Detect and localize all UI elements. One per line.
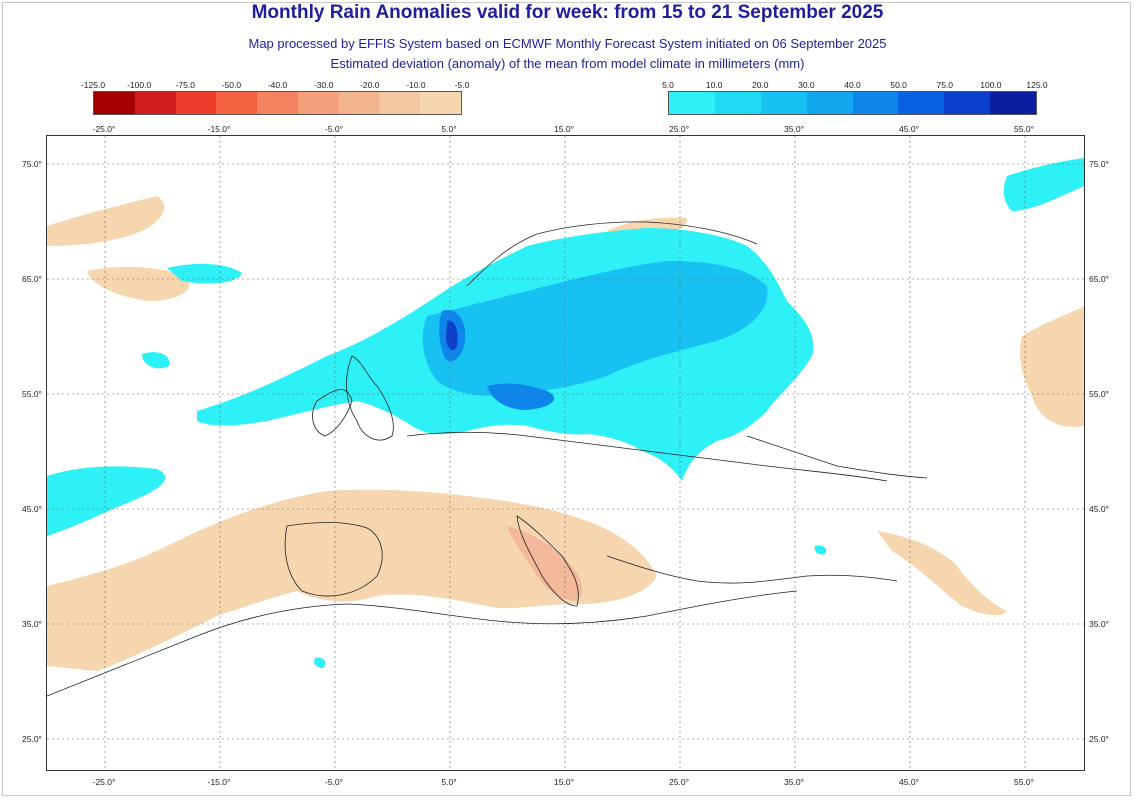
- legend-positive-label: 125.0: [1026, 80, 1048, 90]
- top-longitude-label: 45.0°: [899, 124, 919, 134]
- legend-positive-label: 30.0: [798, 80, 815, 90]
- bottom-longitude-label: 35.0°: [784, 777, 804, 787]
- legend-positive-colorbar: [668, 91, 1037, 115]
- top-longitude-label: -25.0°: [92, 124, 116, 134]
- wet-anomaly-iceland: [167, 263, 242, 284]
- legend-positive-swatch-3: [806, 92, 853, 114]
- legend-negative-label: -5.0: [454, 80, 470, 90]
- wet-anomaly-atlantic-west: [47, 466, 166, 536]
- legend-negative-colorbar: [93, 91, 462, 115]
- legend-positive-swatch-2: [760, 92, 807, 114]
- top-longitude-label: 5.0°: [441, 124, 457, 134]
- bottom-longitude-label: 45.0°: [899, 777, 919, 787]
- legend-positive-swatch-7: [990, 92, 1036, 114]
- legend-positive-label: 100.0: [980, 80, 1002, 90]
- top-longitude-label: 15.0°: [554, 124, 574, 134]
- left-latitude-label: 45.0°: [22, 504, 42, 514]
- top-longitude-label: -5.0°: [324, 124, 344, 134]
- right-latitude-label: 45.0°: [1089, 504, 1109, 514]
- left-latitude-label: 75.0°: [22, 159, 42, 169]
- wet-anomaly-max-norway: [446, 320, 458, 351]
- legend-positive-swatch-5: [898, 92, 945, 114]
- legend-negative-label: -125.0: [80, 80, 106, 90]
- map-subtitle-processing: Map processed by EFFIS System based on E…: [248, 36, 887, 51]
- graticule: [47, 136, 1084, 770]
- legend-positive-label: 20.0: [751, 80, 769, 90]
- bottom-longitude-label: 55.0°: [1014, 777, 1034, 787]
- legend-negative-swatch-7: [379, 92, 421, 114]
- dry-anomaly-middle-east: [877, 531, 1007, 616]
- top-longitude-label: 55.0°: [1014, 124, 1034, 134]
- legend-negative-label: -75.0: [175, 80, 195, 90]
- left-latitude-label: 55.0°: [22, 389, 42, 399]
- map-canvas: [47, 136, 1084, 770]
- map-title: Monthly Rain Anomalies valid for week: f…: [251, 2, 884, 23]
- legend-positive-label: 50.0: [890, 80, 907, 90]
- legend-positive-label: 5.0: [662, 80, 674, 90]
- legend-negative-labels: -125.0 -100.0 -75.0 -50.0 -40.0 -30.0 -20.0 -10…: [81, 80, 469, 91]
- right-latitude-label: 25.0°: [1089, 734, 1109, 744]
- left-latitude-label: 35.0°: [22, 619, 42, 629]
- legend-negative-swatch-6: [338, 92, 380, 114]
- bottom-longitude-label: -5.0°: [324, 777, 344, 787]
- legend-positive-swatch-1: [714, 92, 761, 114]
- legend-negative-anomaly: -125.0 -100.0 -75.0 -50.0 -40.0 -30.0 -20.0 -10…: [81, 80, 469, 115]
- right-latitude-label: 75.0°: [1089, 159, 1109, 169]
- legend-negative-swatch-4: [257, 92, 298, 114]
- legend-positive-label: 40.0: [844, 80, 861, 90]
- legend-negative-swatch-1: [134, 92, 176, 114]
- right-latitude-label: 35.0°: [1089, 619, 1109, 629]
- wet-anomaly-mid-scandinavia: [422, 261, 768, 396]
- legend-negative-label: -50.0: [221, 80, 242, 90]
- anomaly-map: [46, 135, 1085, 771]
- wet-anomaly-turkey-spot: [814, 545, 827, 555]
- left-latitude-label: 25.0°: [22, 734, 42, 744]
- right-latitude-label: 55.0°: [1089, 389, 1109, 399]
- dry-anomaly-east: [1020, 306, 1084, 427]
- legend-positive-swatch-4: [852, 92, 899, 114]
- bottom-longitude-label: -15.0°: [207, 777, 231, 787]
- legend-negative-label: -100.0: [127, 80, 152, 90]
- legend-negative-label: -40.0: [267, 80, 288, 90]
- left-latitude-label: 65.0°: [22, 274, 42, 284]
- wet-anomaly-small-atlantic: [142, 352, 170, 369]
- legend-negative-label: -10.0: [406, 80, 426, 90]
- legend-positive-swatch-0: [669, 92, 715, 114]
- legend-negative-swatch-2: [175, 92, 217, 114]
- wet-anomaly-africa-spot: [314, 657, 326, 668]
- top-longitude-label: 25.0°: [669, 124, 689, 134]
- legend-negative-label: -30.0: [313, 80, 334, 90]
- top-longitude-label: 35.0°: [784, 124, 804, 134]
- dry-anomaly-iceland: [87, 266, 190, 301]
- legend-negative-swatch-5: [297, 92, 339, 114]
- dry-anomaly-greenland: [47, 196, 165, 246]
- right-latitude-label: 65.0°: [1089, 274, 1109, 284]
- wet-anomaly-arctic: [1003, 158, 1084, 211]
- legend-negative-label: -20.0: [360, 80, 380, 90]
- legend-negative-swatch-0: [94, 92, 135, 114]
- legend-positive-label: 75.0: [936, 80, 954, 90]
- legend-negative-swatch-8: [420, 92, 462, 114]
- top-longitude-label: -15.0°: [207, 124, 231, 134]
- bottom-longitude-label: 25.0°: [669, 777, 689, 787]
- legend-negative-swatch-3: [216, 92, 258, 114]
- legend-positive-swatch-6: [944, 92, 991, 114]
- bottom-longitude-label: -25.0°: [92, 777, 116, 787]
- dry-anomaly-iberia-extra: [287, 530, 371, 597]
- map-subtitle-units: Estimated deviation (anomaly) of the mea…: [330, 56, 805, 71]
- bottom-longitude-label: 5.0°: [441, 777, 457, 787]
- coastlines: [47, 221, 928, 697]
- legend-positive-labels: 5.0 10.0 20.0 30.0 40.0 50.0 75.0 100.0 125.0: [662, 80, 1048, 91]
- legend-positive-anomaly: 5.0 10.0 20.0 30.0 40.0 50.0 75.0 100.0 125.0: [662, 80, 1048, 115]
- bottom-longitude-label: 15.0°: [554, 777, 574, 787]
- wet-anomaly-baltic: [487, 383, 555, 410]
- legend-positive-label: 10.0: [705, 80, 723, 90]
